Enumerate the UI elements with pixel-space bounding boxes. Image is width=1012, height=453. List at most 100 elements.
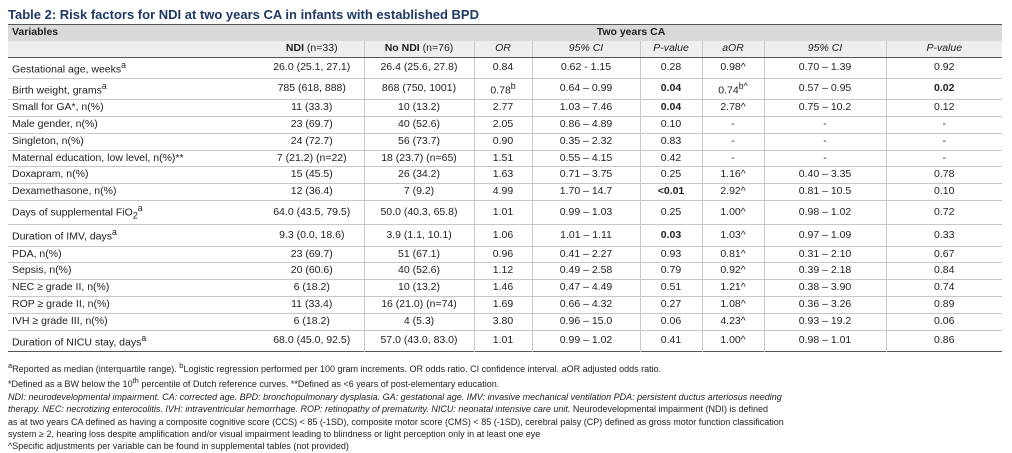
footnotes: aReported as median (interquartile range… [8,360,1002,453]
cell-adjusted-p-value: - [942,134,947,147]
header-ndi: NDI (n=33) [260,40,365,58]
cell-no-ndi: 10 (13.2) [364,279,475,297]
cell-ndi: 11 (33.3) [260,99,365,117]
cell-p-value: 0.04 [640,78,703,100]
row-label: Gestational age, weeksa [12,59,127,76]
cell-no-ndi: 40 (52.6) [364,262,475,280]
cell-adjusted-p-value: 0.02 [934,82,955,95]
cell-ndi: 15 (45.5) [260,166,365,184]
cell-ci: 1.03 – 7.46 [532,99,641,117]
cell-p-value: <0.01 [640,183,703,201]
cell-adjusted-p-value: - [942,117,947,130]
cell-p-value: 0.28 [640,57,703,79]
row-label: ROP ≥ grade II, n(%) [12,298,110,311]
cell-aor: 1.00^ [702,200,765,225]
cell-no-ndi: 18 (23.7) (n=65) [364,150,475,167]
cell-or: 1.69 [474,296,533,314]
table-row: Duration of IMV, daysa 9.3 (0.0, 18.6) 3.9… [8,224,1003,247]
row-label: Maternal education, low level, n(%)** [12,151,184,164]
header-aor: aOR [702,40,765,58]
cell-or: 3.80 [474,313,533,331]
table-row: Duration of NICU stay, daysa 68.0 (45.0, … [8,330,1003,352]
table-row: Gestational age, weeksa 26.0 (25.1, 27.1)… [8,57,1003,79]
table-row: Maternal education, low level, n(%)** 7 (… [8,150,1003,167]
cell-adjusted-ci: 0.98 – 1.02 [764,200,887,225]
cell-or: 2.05 [474,116,533,134]
table-row: Dexamethasone, n(%) 12 (36.4) 7 (9.2) 4.99 1… [8,183,1003,201]
cell-aor: 0.81^ [702,246,765,263]
cell-p-value: 0.83 [640,133,703,151]
cell-aor: 1.21^ [702,279,765,297]
cell-ci: 0.35 – 2.32 [532,133,641,151]
footnote-7: ^Specific adjustments per variable can b… [8,441,349,452]
cell-ndi: 785 (618, 888) [260,78,365,100]
cell-adjusted-ci: 0.39 – 2.18 [764,262,887,280]
row-label: Dexamethasone, n(%) [12,185,117,198]
cell-no-ndi: 16 (21.0) (n=74) [364,296,475,314]
cell-adjusted-ci: - [764,150,887,167]
cell-ndi: 20 (60.6) [260,262,365,280]
cell-or: 1.46 [474,279,533,297]
cell-ndi: 6 (18.2) [260,279,365,297]
cell-ci: 0.99 – 1.02 [532,330,641,352]
cell-or: 0.84 [474,57,533,79]
cell-no-ndi: 10 (13.2) [364,99,475,117]
cell-ci: 0.66 – 4.32 [532,296,641,314]
cell-adjusted-ci: 0.97 – 1.09 [764,224,887,247]
cell-p-value: 0.04 [640,99,703,117]
header-blank [8,40,260,58]
cell-adjusted-p-value: 0.74 [934,281,955,294]
table-row: Singleton, n(%) 24 (72.7) 56 (73.7) 0.90 0.3… [8,133,1003,151]
footnote-6: system ≥ 2, hearing loss despite amplifi… [8,428,541,439]
cell-adjusted-p-value: 0.89 [934,298,955,311]
header-ci: 95% CI [532,40,641,58]
cell-or: 2.77 [474,99,533,117]
cell-adjusted-ci: 0.31 – 2.10 [764,246,887,263]
cell-ci: 0.64 – 0.99 [532,78,641,100]
cell-or: 1.06 [474,224,533,247]
cell-adjusted-ci: - [764,133,887,151]
cell-adjusted-ci: - [764,116,887,134]
cell-aor: - [702,133,765,151]
cell-or: 4.99 [474,183,533,201]
cell-ndi: 6 (18.2) [260,313,365,331]
cell-aor: 1.00^ [702,330,765,352]
cell-adjusted-ci: 0.40 – 3.35 [764,166,887,184]
table-row: Small for GA*, n(%) 11 (33.3) 10 (13.2) 2.7… [8,99,1003,117]
cell-ndi: 23 (69.7) [260,246,365,263]
cell-ndi: 64.0 (43.5, 79.5) [260,200,365,225]
cell-ci: 0.62 - 1.15 [532,57,641,79]
table-row: Doxapram, n(%) 15 (45.5) 26 (34.2) 1.63 0.71… [8,166,1003,184]
cell-aor: 2.78^ [702,99,765,117]
cell-no-ndi: 57.0 (43.0, 83.0) [364,330,475,352]
cell-p-value: 0.06 [640,313,703,331]
cell-p-value: 0.41 [640,330,703,352]
cell-p-value: 0.93 [640,246,703,263]
table-row: Sepsis, n(%) 20 (60.6) 40 (52.6) 1.12 0.49 –… [8,262,1003,280]
cell-or: 0.78b [474,78,533,100]
cell-ci: 0.99 – 1.03 [532,200,641,225]
table-row: Birth weight, gramsa 785 (618, 888) 868 (7… [8,78,1003,100]
footnote-3: NDI: neurodevelopmental impairment. CA: … [8,391,782,402]
cell-ci: 1.70 – 14.7 [532,183,641,201]
cell-adjusted-p-value: 0.84 [934,264,955,277]
cell-p-value: 0.27 [640,296,703,314]
table-row: Male gender, n(%) 23 (69.7) 40 (52.6) 2.05 0… [8,116,1003,134]
cell-or: 1.51 [474,150,533,167]
row-label: Duration of IMV, daysa [12,227,117,243]
table-row: PDA, n(%) 23 (69.7) 51 (67.1) 0.96 0.41 – 2.… [8,246,1003,263]
row-label: Duration of NICU stay, daysa [12,332,147,349]
cell-adjusted-p-value: 0.92 [934,60,955,73]
row-label: Small for GA*, n(%) [12,101,104,114]
cell-adjusted-ci: 0.75 – 10.2 [764,99,887,117]
cell-adjusted-p-value: 0.10 [934,185,955,198]
cell-aor: 1.16^ [702,166,765,184]
header-adjusted-p-value: P-value [886,40,1003,58]
cell-or: 1.01 [474,330,533,352]
cell-no-ndi: 26 (34.2) [364,166,475,184]
cell-adjusted-ci: 0.81 – 10.5 [764,183,887,201]
cell-ndi: 9.3 (0.0, 18.6) [260,224,365,247]
cell-ci: 1.01 – 1.11 [532,224,641,247]
cell-ndi: 7 (21.2) (n=22) [260,150,365,167]
cell-ci: 0.55 – 4.15 [532,150,641,167]
